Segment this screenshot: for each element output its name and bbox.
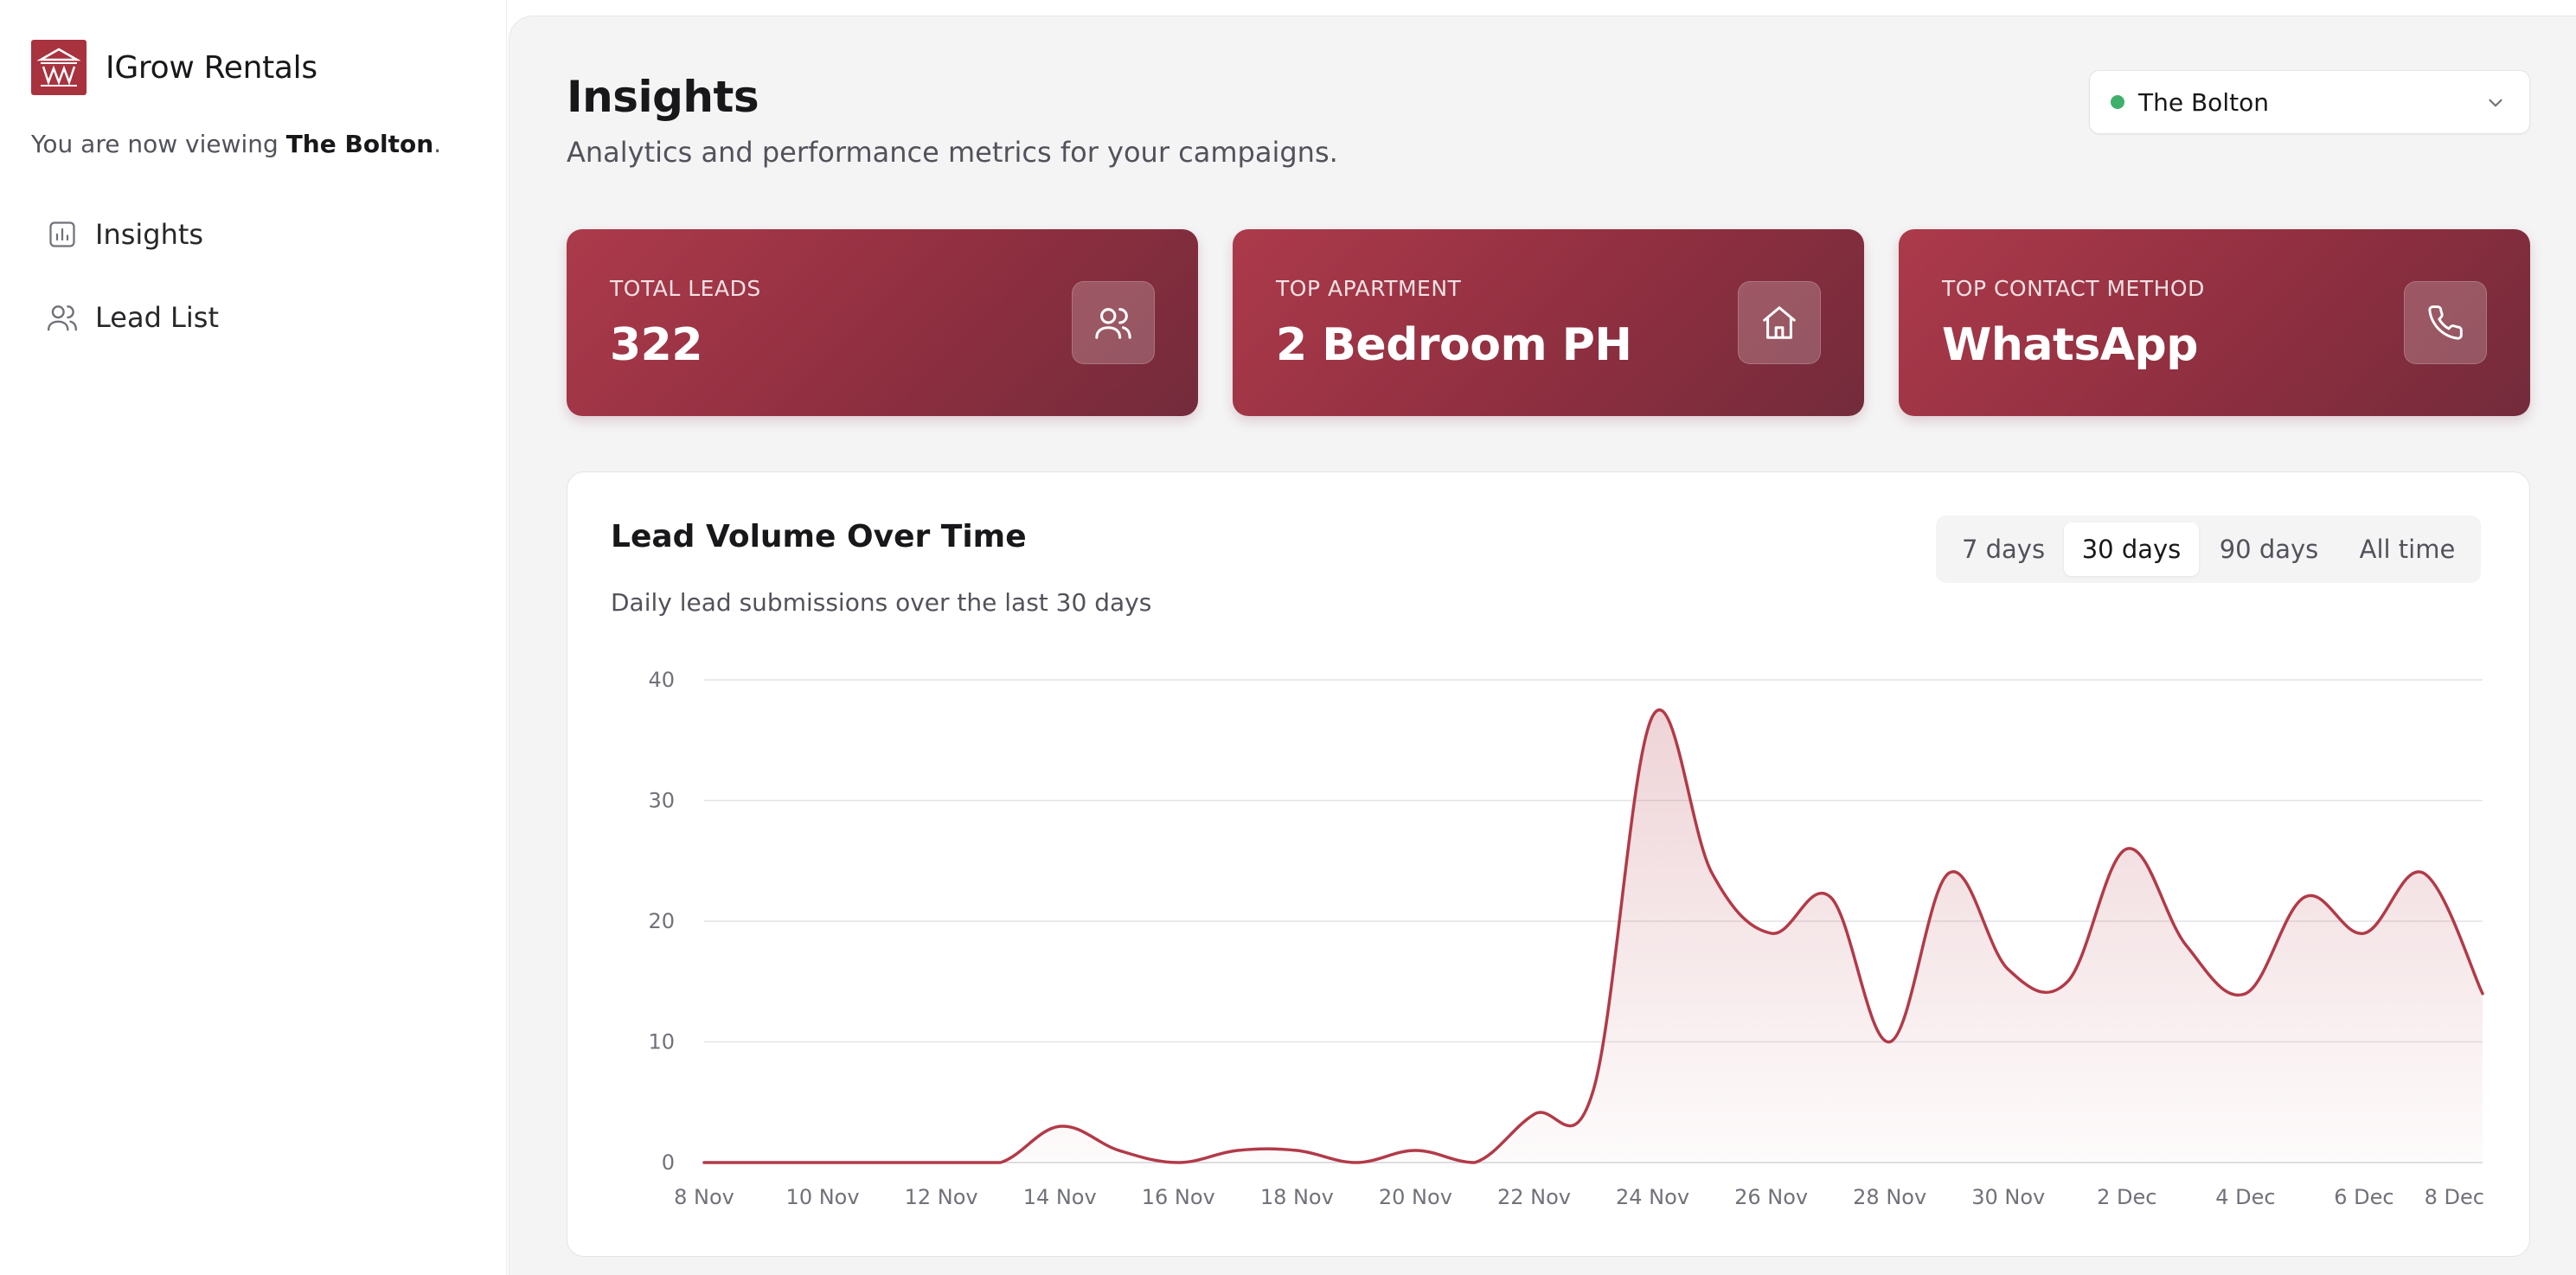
status-dot-icon <box>2111 95 2124 109</box>
viewing-suffix: . <box>433 130 442 158</box>
x-tick-label: 4 Dec <box>2215 1185 2275 1209</box>
sidebar: IGrow Rentals You are now viewing The Bo… <box>0 0 507 1275</box>
page-subtitle: Analytics and performance metrics for yo… <box>567 136 1338 169</box>
viewing-notice: You are now viewing The Bolton. <box>31 130 441 158</box>
range-30-days-button[interactable]: 30 days <box>2064 522 2199 576</box>
x-tick-label: 6 Dec <box>2334 1185 2393 1209</box>
brand[interactable]: IGrow Rentals <box>31 40 317 95</box>
y-tick-label: 10 <box>648 1030 675 1054</box>
page-title: Insights <box>567 72 759 122</box>
lead-volume-card: Lead Volume Over Time Daily lead submiss… <box>567 471 2530 1257</box>
range-90-days-button[interactable]: 90 days <box>2219 535 2319 564</box>
kpi-label: TOP APARTMENT <box>1276 276 1462 301</box>
kpi-value: 322 <box>610 319 703 371</box>
range-7-days-button[interactable]: 7 days <box>1961 535 2046 564</box>
brand-name: IGrow Rentals <box>106 49 317 86</box>
x-tick-label: 26 Nov <box>1734 1185 1808 1209</box>
viewing-property: The Bolton <box>285 130 434 158</box>
users-icon <box>45 300 80 335</box>
x-tick-label: 2 Dec <box>2097 1185 2156 1209</box>
y-tick-label: 0 <box>662 1150 675 1175</box>
x-tick-label: 14 Nov <box>1023 1185 1097 1209</box>
x-tick-label: 8 Nov <box>674 1185 734 1209</box>
x-tick-label: 8 Dec <box>2425 1185 2484 1209</box>
series-area <box>704 709 2483 1163</box>
brand-logo-icon <box>31 40 87 95</box>
phone-icon <box>2404 281 2487 364</box>
chevron-down-icon <box>2489 99 2502 107</box>
lead-volume-chart: 0 10 20 30 40 8 Nov 10 Nov 12 Nov 14 Nov 16 Nov 18… <box>648 668 2484 1209</box>
range-all-time-button[interactable]: All time <box>2359 535 2456 564</box>
property-select-value: The Bolton <box>2138 87 2269 117</box>
kpi-top-contact-method: TOP CONTACT METHOD WhatsApp <box>1899 229 2530 416</box>
y-tick-label: 20 <box>648 909 675 933</box>
main-content: Insights Analytics and performance metri… <box>509 16 2576 1275</box>
x-tick-label: 24 Nov <box>1616 1185 1689 1209</box>
range-selector: 7 days 30 days 90 days All time <box>1936 516 2481 583</box>
viewing-prefix: You are now viewing <box>31 130 286 158</box>
kpi-total-leads: TOTAL LEADS 322 <box>567 229 1198 416</box>
sidebar-item-label: Lead List <box>95 301 219 334</box>
kpi-label: TOP CONTACT METHOD <box>1942 276 2205 301</box>
sidebar-item-insights[interactable]: Insights <box>31 204 481 265</box>
kpi-value: 2 Bedroom PH <box>1276 319 1632 371</box>
x-tick-label: 12 Nov <box>905 1185 978 1209</box>
x-tick-label: 20 Nov <box>1379 1185 1452 1209</box>
series-line <box>702 708 2484 1164</box>
x-tick-label: 30 Nov <box>1971 1185 2045 1209</box>
y-tick-label: 40 <box>648 668 675 692</box>
y-tick-label: 30 <box>648 789 675 813</box>
kpi-label: TOTAL LEADS <box>610 276 761 301</box>
property-select[interactable]: The Bolton <box>2089 70 2530 134</box>
x-tick-label: 16 Nov <box>1142 1185 1215 1209</box>
x-tick-label: 28 Nov <box>1853 1185 1926 1209</box>
sidebar-item-lead-list[interactable]: Lead List <box>31 287 481 348</box>
chart-title: Lead Volume Over Time <box>611 519 1027 554</box>
x-tick-label: 22 Nov <box>1497 1185 1571 1209</box>
x-tick-label: 10 Nov <box>786 1185 860 1209</box>
home-icon <box>1738 281 1821 364</box>
sidebar-item-label: Insights <box>95 218 204 251</box>
users-icon <box>1072 281 1155 364</box>
bar-chart-icon <box>45 217 80 252</box>
chart-subtitle: Daily lead submissions over the last 30 … <box>611 588 1152 617</box>
kpi-value: WhatsApp <box>1942 319 2198 371</box>
kpi-top-apartment: TOP APARTMENT 2 Bedroom PH <box>1233 229 1864 416</box>
x-tick-label: 18 Nov <box>1260 1185 1334 1209</box>
